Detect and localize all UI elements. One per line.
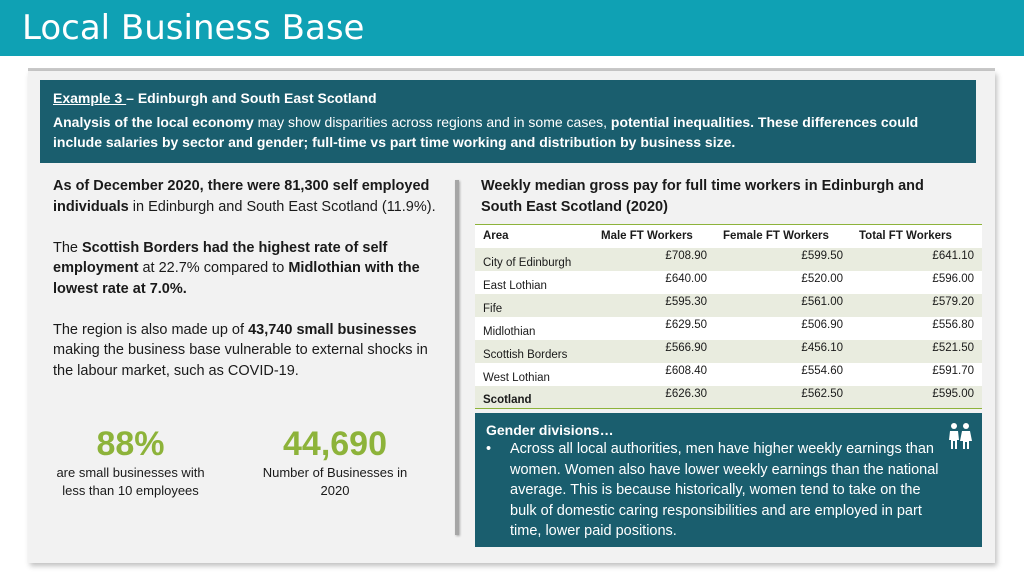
table-cell: Fife bbox=[475, 293, 593, 317]
banner-text-1: may show disparities across regions and … bbox=[253, 114, 611, 130]
summary-text-b: The bbox=[53, 239, 83, 256]
stat-business-count: 44,690 Number of Businesses in 2020 bbox=[255, 424, 415, 500]
gender-divisions-box: Gender divisions… • Across all local aut… bbox=[475, 413, 982, 547]
top-rule bbox=[28, 68, 995, 71]
table-cell: £554.60 bbox=[715, 362, 851, 386]
stat-caption: are small businesses with less than 10 e… bbox=[56, 465, 205, 498]
intro-banner: Example 3 – Edinburgh and South East Sco… bbox=[40, 80, 976, 163]
bullet-marker: • bbox=[486, 441, 492, 457]
summary-text-e: making the business base vulnerable to e… bbox=[53, 342, 428, 379]
people-icon bbox=[949, 423, 972, 449]
title-bar: Local Business Base bbox=[0, 0, 1024, 56]
summary-bold: Midlothian with the lowest rate at 7.0%. bbox=[53, 260, 420, 297]
table-cell: £640.00 bbox=[593, 270, 715, 294]
banner-bold-1: Analysis of the local economy bbox=[53, 114, 254, 130]
table-cell: £595.30 bbox=[593, 293, 715, 317]
table-cell: £599.50 bbox=[715, 247, 851, 271]
column-header: Male FT Workers bbox=[593, 224, 715, 248]
table-cell: Scottish Borders bbox=[475, 339, 593, 363]
table-cell: £595.00 bbox=[851, 385, 982, 409]
banner-heading: Example 3 – Edinburgh and South East Sco… bbox=[53, 90, 963, 106]
table-cell: Scotland bbox=[475, 385, 593, 409]
banner-text: Analysis of the local economy may show d… bbox=[53, 112, 963, 152]
column-divider bbox=[455, 180, 459, 535]
table-cell: £641.10 bbox=[851, 247, 982, 271]
column-header: Area bbox=[475, 224, 593, 248]
table-cell: Midlothian bbox=[475, 316, 593, 340]
stat-caption: Number of Businesses in 2020 bbox=[262, 465, 408, 498]
pay-table: Area Male FT Workers Female FT Workers T… bbox=[475, 224, 982, 409]
gender-heading: Gender divisions… bbox=[486, 422, 614, 438]
table-cell: City of Edinburgh bbox=[475, 247, 593, 271]
table-row: West Lothian £608.40 £554.60 £591.70 bbox=[475, 362, 982, 386]
gender-text: Across all local authorities, men have h… bbox=[510, 441, 939, 539]
table-cell: £579.20 bbox=[851, 293, 982, 317]
table-row: Fife £595.30 £561.00 £579.20 bbox=[475, 293, 982, 317]
table-cell: £556.80 bbox=[851, 316, 982, 340]
table-cell: £520.00 bbox=[715, 270, 851, 294]
summary-text-a: in Edinburgh and South East Scotland (11… bbox=[128, 198, 436, 215]
page-title: Local Business Base bbox=[22, 8, 365, 48]
stat-value: 88% bbox=[96, 425, 165, 463]
table-row: Midlothian £629.50 £506.90 £556.80 bbox=[475, 316, 982, 340]
banner-bold-2: potential inequalities. These difference… bbox=[53, 114, 919, 150]
table-cell: £456.10 bbox=[715, 339, 851, 363]
stat-small-businesses: 88% are small businesses with less than … bbox=[48, 424, 213, 500]
summary-text: As of December 2020, there were 81,300 s… bbox=[53, 176, 443, 402]
table-cell: £626.30 bbox=[593, 385, 715, 409]
summary-text-d: The region is also made up of bbox=[53, 321, 249, 338]
summary-bold: Scottish Borders had the highest rate of… bbox=[53, 239, 388, 277]
table-row: City of Edinburgh £708.90 £599.50 £641.1… bbox=[475, 247, 982, 271]
summary-text-c: at 22.7% compared to bbox=[138, 260, 289, 276]
table-cell: £591.70 bbox=[851, 362, 982, 386]
summary-paragraph-1: As of December 2020, there were 81,300 s… bbox=[53, 176, 443, 217]
table-cell: East Lothian bbox=[475, 270, 593, 294]
table-title: Weekly median gross pay for full time wo… bbox=[481, 178, 924, 215]
table-cell: £506.90 bbox=[715, 316, 851, 340]
table-cell: £608.40 bbox=[593, 362, 715, 386]
example-region: – Edinburgh and South East Scotland bbox=[126, 90, 377, 106]
table-cell: £562.50 bbox=[715, 385, 851, 409]
summary-bold: As of December 2020, there were 81,300 s… bbox=[53, 178, 430, 215]
example-label: Example 3 bbox=[53, 90, 127, 106]
table-cell: West Lothian bbox=[475, 362, 593, 386]
gender-bullet-item: • Across all local authorities, men have… bbox=[486, 439, 971, 542]
stat-value: 44,690 bbox=[283, 425, 387, 463]
table-row: Scottish Borders £566.90 £456.10 £521.50 bbox=[475, 339, 982, 363]
table-cell: £561.00 bbox=[715, 293, 851, 317]
table-cell: £629.50 bbox=[593, 316, 715, 340]
table-header-row: Area Male FT Workers Female FT Workers T… bbox=[475, 224, 982, 248]
table-row-total: Scotland £626.30 £562.50 £595.00 bbox=[475, 385, 982, 409]
table-cell: £566.90 bbox=[593, 339, 715, 363]
table-cell: £521.50 bbox=[851, 339, 982, 363]
table-cell: £596.00 bbox=[851, 270, 982, 294]
table-cell: £708.90 bbox=[593, 247, 715, 271]
summary-bold: 43,740 small businesses bbox=[248, 321, 417, 338]
column-header: Total FT Workers bbox=[851, 224, 982, 248]
column-header: Female FT Workers bbox=[715, 224, 851, 248]
summary-paragraph-2: The Scottish Borders had the highest rat… bbox=[53, 238, 443, 300]
table-row: East Lothian £640.00 £520.00 £596.00 bbox=[475, 270, 982, 294]
summary-paragraph-3: The region is also made up of 43,740 sma… bbox=[53, 320, 443, 382]
